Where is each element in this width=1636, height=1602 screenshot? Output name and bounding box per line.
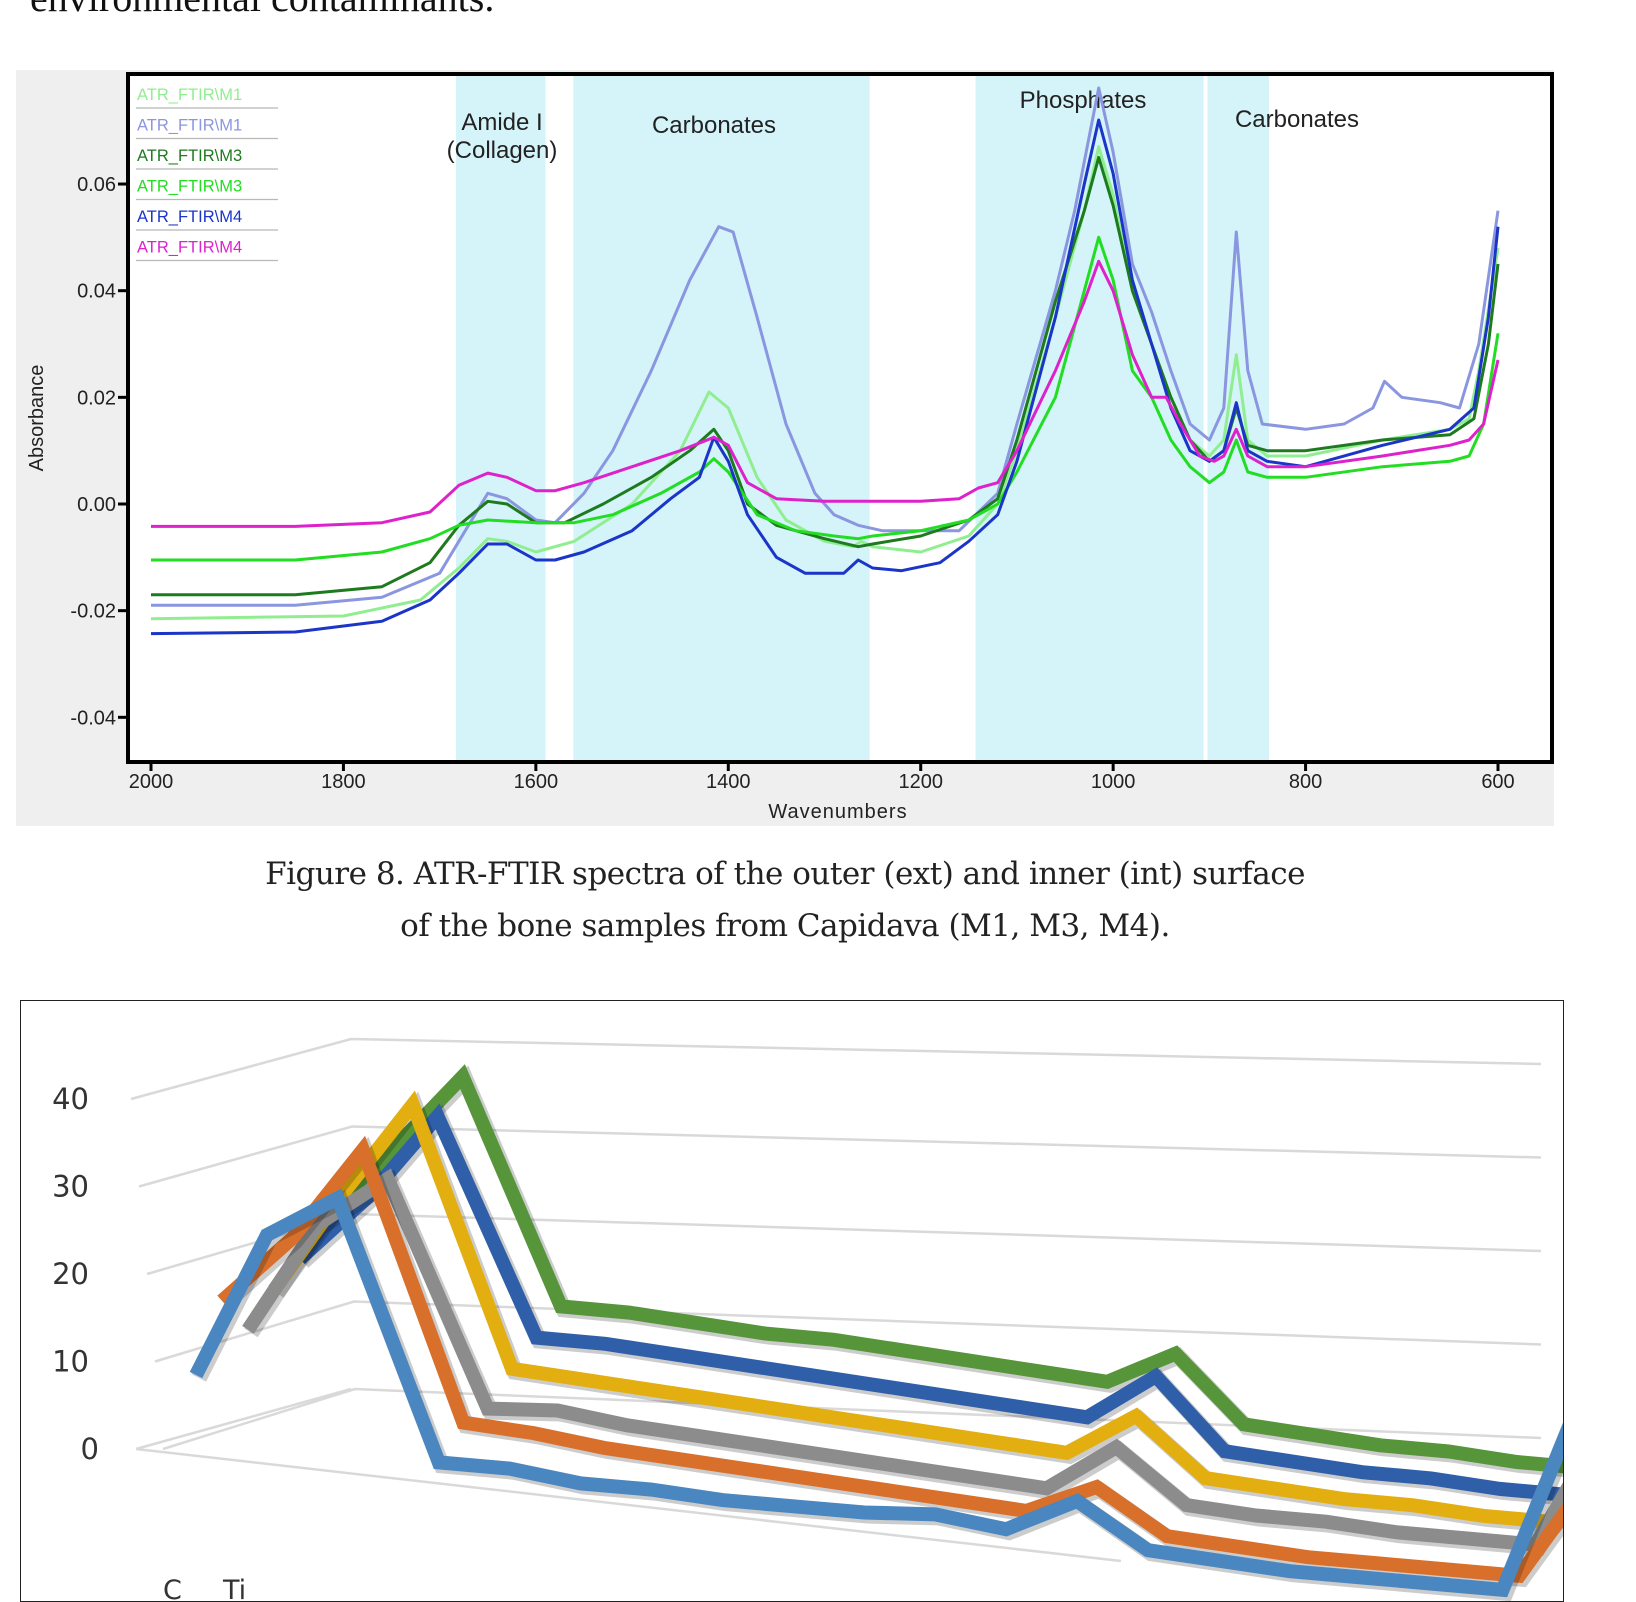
x-tick-label: 800 [1289, 771, 1322, 793]
gridline [138, 1125, 1542, 1188]
y-tick-label: 0.04 [77, 281, 116, 303]
legend: ATR_FTIR\M1 ATR_FTIR\M1 ATR_FTIR\M3 ATR_FTI… [136, 86, 278, 262]
legend-entry-0: ATR_FTIR\M1 [137, 86, 242, 104]
region-band-0 [455, 74, 546, 762]
y-tick-label: 0.06 [77, 174, 116, 196]
y-tick-label: 10 [52, 1345, 89, 1379]
band-label-2: Phosphates [1020, 87, 1147, 114]
x-tick-label: 600 [1481, 771, 1514, 793]
y-tick-label: -0.02 [70, 601, 116, 623]
floor-side-edge [135, 1387, 352, 1451]
figure-caption-line-2: of the bone samples from Capidava (M1, M… [400, 908, 1170, 944]
series-ribbon-4 [295, 1103, 1563, 1502]
y-tick-label: 20 [52, 1257, 89, 1291]
band-label-0: Amide I [461, 109, 542, 136]
series-ribbon-1 [217, 1135, 1563, 1584]
series-ribbon-5 [320, 1064, 1563, 1474]
spectrum-line-5 [151, 259, 1500, 528]
x-tick-label: 1000 [1091, 771, 1136, 793]
band-label-0: (Collagen) [447, 137, 558, 164]
floor-edge [135, 1447, 1122, 1563]
y-tick-label: 0.00 [77, 494, 116, 516]
spectrum-line-3 [151, 235, 1500, 562]
legend-entry-5: ATR_FTIR\M4 [137, 239, 242, 257]
x-tick-label: 1200 [898, 771, 943, 793]
legend-entry-2: ATR_FTIR\M3 [137, 147, 242, 165]
y-tick-label: -0.04 [70, 707, 116, 729]
x-tick-label: 1600 [514, 771, 559, 793]
series-ribbon-2 [242, 1168, 1563, 1552]
spectrum-line-2 [151, 155, 1500, 597]
x-tick-label: 1800 [321, 771, 366, 793]
x-axis-label: Wavenumbers [768, 801, 907, 823]
legend-entry-4: ATR_FTIR\M4 [137, 208, 242, 226]
x-tick-label: 2000 [129, 771, 174, 793]
x-category-label: C [163, 1575, 182, 1601]
body-text-fragment: environmental contaminants. [30, 0, 494, 21]
y-tick-label: 40 [52, 1082, 89, 1116]
y-tick-label: 30 [52, 1170, 89, 1204]
legend-entry-3: ATR_FTIR\M3 [137, 178, 242, 196]
region-band-2 [975, 74, 1204, 762]
x-category-label: Ti [222, 1575, 246, 1601]
3d-line-chart: 0 10 20 30 40 C Ti [52, 1037, 1563, 1601]
ftir-spectra-chart: Amide I(Collagen) Carbonates Phosphates Car… [26, 72, 1554, 823]
series-ribbon-3 [268, 1090, 1563, 1530]
legend-entry-1: ATR_FTIR\M1 [137, 117, 242, 135]
band-label-1: Carbonates [652, 112, 776, 139]
gridline [130, 1037, 1542, 1101]
y-tick-label: 0 [81, 1432, 99, 1466]
x-tick-label: 1400 [706, 771, 751, 793]
band-label-3: Carbonates [1235, 106, 1359, 133]
plot-frame [126, 72, 1554, 764]
figure-caption-line-1: Figure 8. ATR-FTIR spectra of the outer … [265, 856, 1305, 892]
spectrum-line-4 [150, 118, 1500, 636]
region-band-1 [573, 74, 870, 762]
figure-8-chart: Amide I (Collagen) Carbonates Phosphates Car… [16, 70, 1554, 826]
y-tick-label: 0.02 [77, 387, 116, 409]
y-axis-label: Absorbance [26, 365, 48, 472]
figure-9-chart: 0 10 20 30 40 C Ti [20, 1000, 1564, 1602]
gridline [154, 1300, 1542, 1363]
